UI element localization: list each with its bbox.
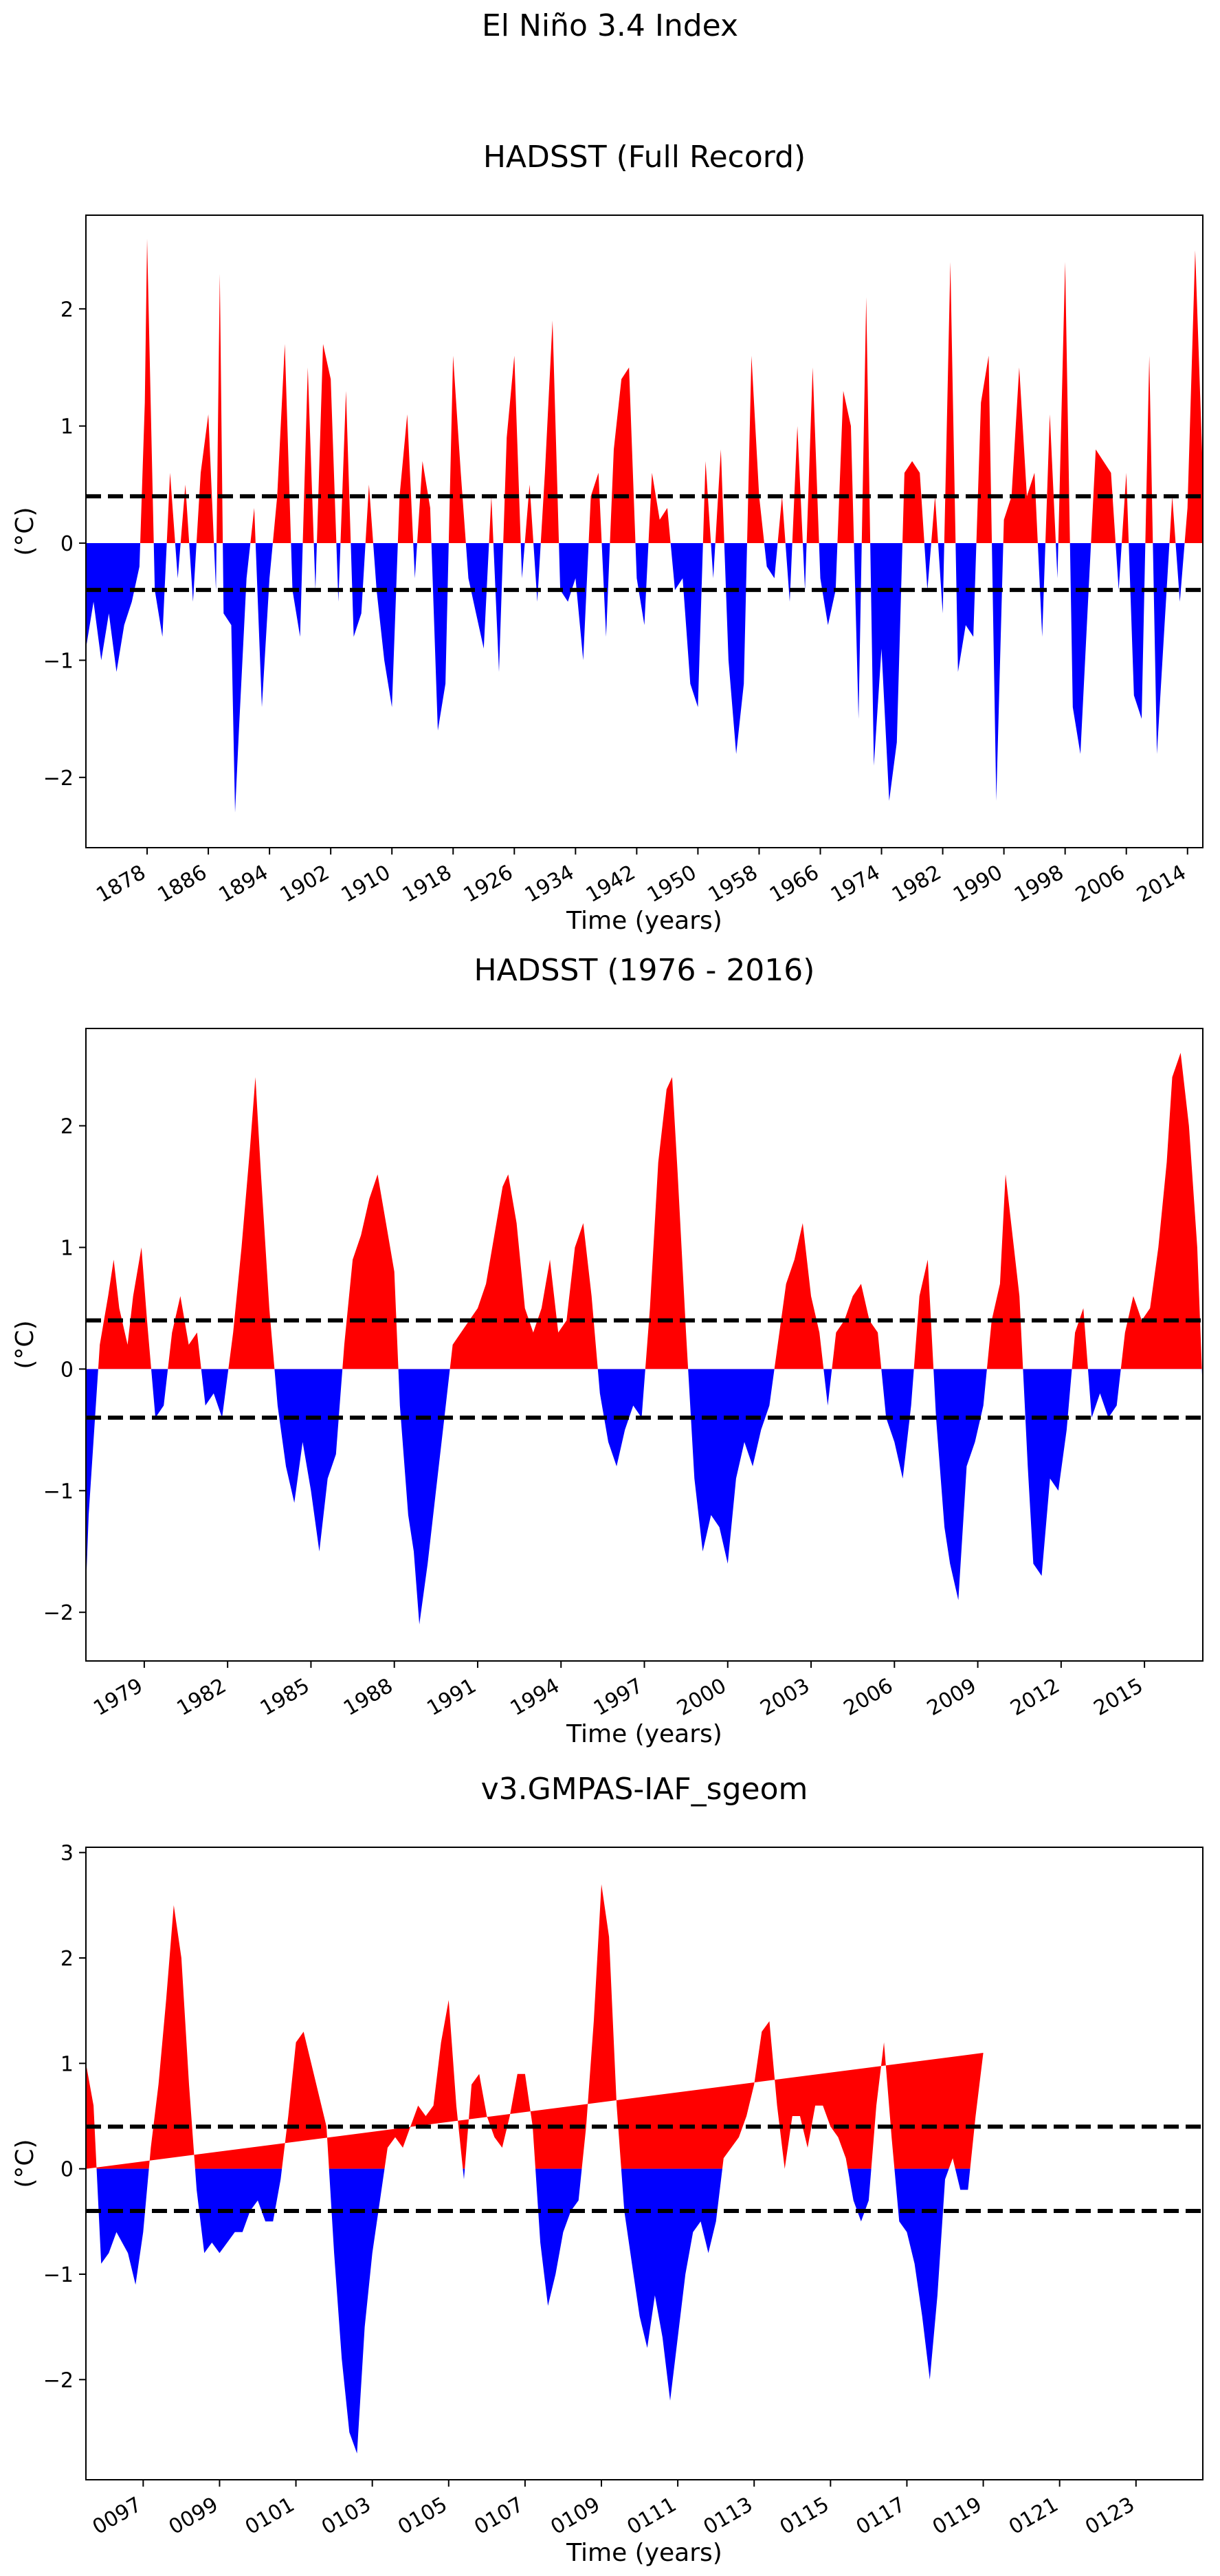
plot-area [86, 1053, 1203, 1625]
y-tick-label: −2 [43, 1601, 74, 1625]
x-tick-label: 2014 [1133, 861, 1190, 907]
plot-area [86, 239, 1203, 813]
x-tick-label: 1902 [276, 861, 334, 907]
x-tick-label: 0123 [1081, 2493, 1139, 2540]
x-tick-label: 0097 [89, 2493, 146, 2540]
x-tick-label: 1910 [337, 861, 395, 907]
y-tick-label: 1 [60, 2052, 74, 2076]
x-tick-label: 0111 [623, 2493, 680, 2540]
x-tick-label: 2006 [840, 1674, 898, 1721]
y-tick-label: 1 [60, 1236, 74, 1260]
y-tick-label: 3 [60, 1842, 74, 1866]
chart-title: v3.GMPAS-IAF_sgeom [481, 1772, 808, 1807]
x-tick-label: 0109 [546, 2493, 604, 2540]
x-tick-label: 1966 [766, 861, 823, 907]
x-tick-label: 2012 [1006, 1674, 1064, 1721]
y-axis-label: (°C) [11, 2139, 39, 2188]
x-tick-label: 1982 [888, 861, 946, 907]
y-tick-label: 1 [60, 415, 74, 439]
y-tick-label: 0 [60, 532, 74, 556]
negative-anomaly-area [86, 543, 1185, 813]
chart-title: HADSST (Full Record) [483, 140, 806, 175]
y-tick-label: 0 [60, 1358, 74, 1382]
y-tick-label: −1 [43, 1479, 74, 1504]
x-axis-label: Time (years) [566, 2539, 722, 2567]
x-tick-label: 2000 [673, 1674, 731, 1721]
x-tick-label: 1894 [214, 861, 272, 907]
x-tick-label: 0099 [165, 2493, 223, 2540]
x-tick-label: 1942 [582, 861, 640, 907]
x-tick-label: 1997 [590, 1674, 647, 1721]
y-axis-label: (°C) [11, 507, 39, 555]
plot-area [86, 1884, 1203, 2454]
y-tick-label: 2 [60, 298, 74, 322]
x-tick-label: 1886 [153, 861, 211, 907]
y-tick-label: −2 [43, 2368, 74, 2392]
x-tick-label: 0119 [929, 2493, 986, 2540]
x-tick-label: 0101 [241, 2493, 299, 2540]
positive-anomaly-area [98, 1053, 1202, 1369]
y-tick-label: −2 [43, 767, 74, 791]
x-tick-label: 1878 [92, 861, 150, 907]
x-tick-label: 1950 [643, 861, 701, 907]
x-tick-label: 1974 [827, 861, 885, 907]
axes-frame [85, 1847, 1204, 2480]
x-tick-label: 0113 [700, 2493, 757, 2540]
x-tick-label: 1998 [1010, 861, 1068, 907]
axes-frame [85, 214, 1204, 848]
y-tick-label: −1 [43, 649, 74, 673]
x-tick-label: 0117 [852, 2493, 910, 2540]
x-tick-label: 1934 [521, 861, 579, 907]
x-tick-label: 0115 [776, 2493, 834, 2540]
x-axis-label: Time (years) [566, 907, 722, 935]
x-tick-label: 0103 [318, 2493, 375, 2540]
x-tick-label: 2003 [756, 1674, 814, 1721]
x-tick-label: 2009 [923, 1674, 981, 1721]
x-tick-label: 1990 [949, 861, 1007, 907]
x-tick-label: 1918 [399, 861, 456, 907]
x-tick-label: 1994 [507, 1674, 564, 1721]
x-tick-label: 0105 [394, 2493, 452, 2540]
negative-anomaly-area [86, 1369, 1203, 1625]
x-tick-label: 1982 [173, 1674, 231, 1721]
y-tick-label: 0 [60, 2158, 74, 2182]
negative-anomaly-area [86, 2168, 971, 2454]
x-tick-label: 1991 [423, 1674, 480, 1721]
x-tick-label: 1985 [256, 1674, 314, 1721]
positive-anomaly-area [86, 1884, 984, 2169]
chart-title: HADSST (1976 - 2016) [474, 953, 815, 988]
x-tick-label: 2006 [1072, 861, 1129, 907]
x-tick-label: 0107 [470, 2493, 528, 2540]
positive-anomaly-area [86, 239, 1203, 544]
chart-panel-2: HADSST (1976 - 2016) −2 −1 0 1 2 1979 1982 1985 1… [11, 953, 1204, 1748]
x-tick-label: 1988 [340, 1674, 397, 1721]
x-tick-label: 0121 [1005, 2493, 1063, 2540]
x-tick-label: 1979 [89, 1674, 147, 1721]
figure-suptitle: El Niño 3.4 Index [481, 8, 739, 43]
x-tick-label: 1926 [460, 861, 518, 907]
y-axis-label: (°C) [11, 1320, 39, 1369]
y-tick-label: 2 [60, 1947, 74, 1971]
x-tick-label: 2015 [1089, 1674, 1147, 1721]
x-tick-label: 1958 [705, 861, 762, 907]
y-tick-label: −1 [43, 2263, 74, 2287]
x-axis-label: Time (years) [566, 1720, 722, 1748]
y-tick-label: 2 [60, 1115, 74, 1139]
